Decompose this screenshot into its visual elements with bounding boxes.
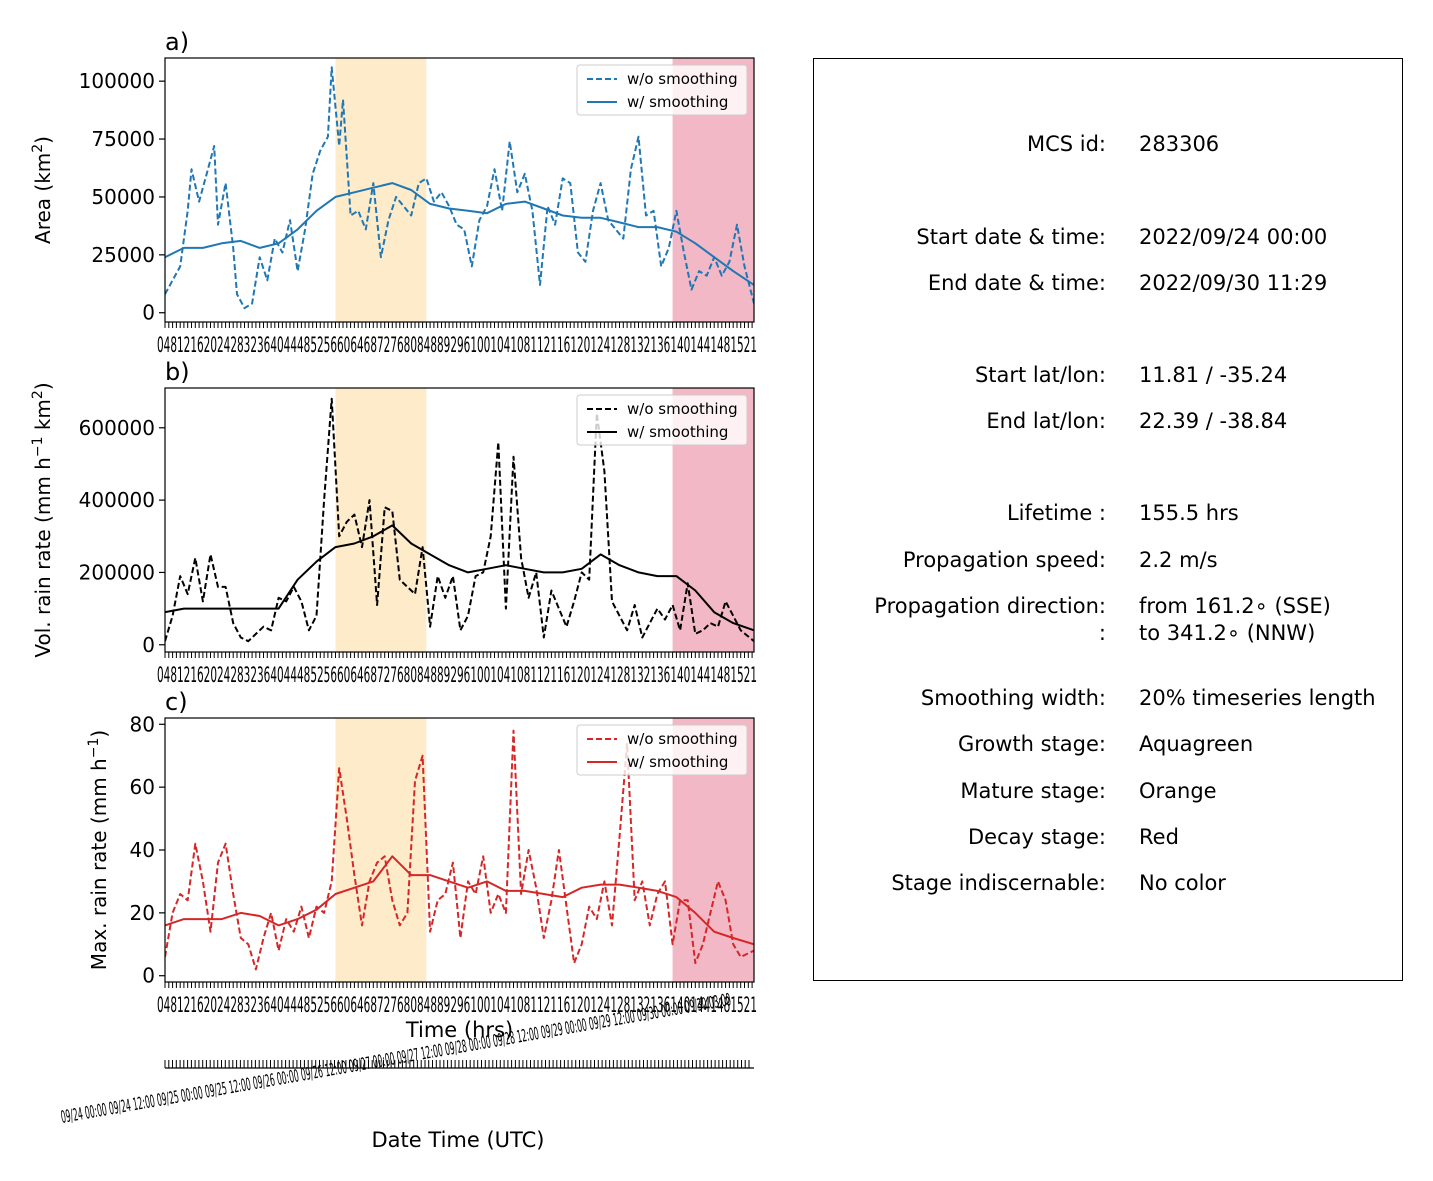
info-value: 2022/09/30 11:29 (1139, 271, 1328, 295)
plot-frame (164, 387, 755, 653)
info-value: to 341.2∘ (NNW) (1139, 621, 1316, 645)
info-key: End lat/lon: (986, 409, 1106, 433)
plot-frame (164, 57, 755, 323)
info-key: Start lat/lon: (974, 363, 1106, 387)
info-value: 283306 (1139, 132, 1220, 156)
y-axis-label-text: Area (km (31, 153, 55, 244)
y-tick-label: 80 (130, 712, 155, 736)
panel-label: c) (165, 688, 188, 716)
info-key: Propagation direction: (874, 594, 1106, 618)
y-axis-label-text: Max. rain rate (mm h (87, 758, 111, 970)
y-tick-label: 100000 (79, 69, 155, 93)
y-axis-label: Max. rain rate (mm h−1) (86, 730, 111, 970)
info-key: Mature stage: (960, 779, 1106, 803)
info-key: Stage indiscernable: (891, 871, 1106, 895)
series-line-unsmoothed (165, 729, 754, 971)
y-axis-label-text: ) (31, 382, 55, 390)
x-ticks (164, 652, 753, 658)
mature-stage-region (335, 388, 427, 652)
y-tick-label: 20 (130, 901, 155, 925)
y-axis-label: Area (km2) (30, 136, 55, 244)
info-value: from 161.2∘ (SSE) (1139, 594, 1331, 618)
info-value: Aquagreen (1139, 732, 1254, 756)
y-tick-label: 50000 (91, 185, 155, 209)
panel-label: a) (165, 28, 189, 56)
y-axis-label-text: km (31, 399, 55, 436)
date-axis-ticks (164, 1060, 750, 1068)
y-axis-label-superscript: 2 (30, 390, 46, 399)
y-axis-label-text: Vol. rain rate (mm h (31, 457, 55, 658)
series-line-unsmoothed (165, 397, 754, 643)
y-axis-label-superscript: −1 (30, 437, 46, 458)
y-tick-label: 0 (142, 964, 155, 988)
y-tick-label: 75000 (91, 127, 155, 151)
info-key: Decay stage: (968, 825, 1106, 849)
series-line-smoothed (165, 524, 754, 632)
info-key: Start date & time: (916, 225, 1106, 249)
info-key: Smoothing width: (920, 686, 1106, 710)
y-tick-label: 40 (130, 838, 155, 862)
legend-label-unsmoothed: w/o smoothing (627, 730, 738, 748)
y-tick-label: 0 (142, 633, 155, 657)
legend-label-smoothed: w/ smoothing (627, 93, 728, 111)
x-tick-labels: 0481216202428323640444852566064687276808… (157, 993, 757, 1017)
y-tick-label: 400000 (79, 488, 155, 512)
mature-stage-region (335, 718, 427, 982)
legend-box (576, 64, 748, 116)
date-axis-label: Date Time (UTC) (372, 1128, 545, 1152)
legend-label-unsmoothed: w/o smoothing (627, 400, 738, 418)
panel-label: b) (165, 358, 190, 386)
y-axis-label-text: ) (87, 730, 111, 738)
y-tick-label: 0 (142, 301, 155, 325)
legend-label-smoothed: w/ smoothing (627, 753, 728, 771)
y-axis-label-text: ) (31, 136, 55, 144)
info-key: End date & time: (927, 271, 1106, 295)
info-value: 11.81 / -35.24 (1139, 363, 1288, 387)
legend-label-unsmoothed: w/o smoothing (627, 70, 738, 88)
x-tick-labels: 0481216202428323640444852566064687276808… (157, 663, 757, 687)
y-tick-label: 25000 (91, 243, 155, 267)
y-axis-label: Vol. rain rate (mm h−1 km2) (30, 382, 55, 657)
info-value: No color (1139, 871, 1226, 895)
info-value: 2.2 m/s (1139, 548, 1218, 572)
info-value: 155.5 hrs (1139, 501, 1239, 525)
info-key: Lifetime : (1006, 501, 1106, 525)
series-line-smoothed (165, 855, 754, 946)
info-key: Propagation speed: (902, 548, 1106, 572)
x-tick-labels: 0481216202428323640444852566064687276808… (157, 333, 757, 357)
x-axis-label: Time (hrs) (405, 1018, 513, 1042)
y-tick-label: 200000 (79, 560, 155, 584)
y-axis-label-superscript: 2 (30, 144, 46, 153)
info-key: : (1098, 621, 1106, 645)
info-value: 22.39 / -38.84 (1139, 409, 1288, 433)
y-tick-label: 60 (130, 775, 155, 799)
legend-label-smoothed: w/ smoothing (627, 423, 728, 441)
info-key: MCS id: (1026, 132, 1106, 156)
info-value: 20% timeseries length (1139, 686, 1376, 710)
info-value: 2022/09/24 00:00 (1139, 225, 1328, 249)
info-value: Orange (1139, 779, 1217, 803)
x-ticks (164, 322, 753, 328)
x-ticks (164, 982, 753, 988)
series-line-unsmoothed (165, 66, 754, 310)
info-box: MCS id: 283306 Start date & time: 2022/0… (813, 58, 1403, 981)
y-axis-label-superscript: −1 (86, 738, 102, 759)
info-value: Red (1139, 825, 1179, 849)
series-line-smoothed (165, 182, 754, 286)
legend-box (576, 724, 748, 776)
legend-box (576, 394, 748, 446)
info-key: Growth stage: (957, 732, 1106, 756)
y-tick-label: 600000 (79, 416, 155, 440)
